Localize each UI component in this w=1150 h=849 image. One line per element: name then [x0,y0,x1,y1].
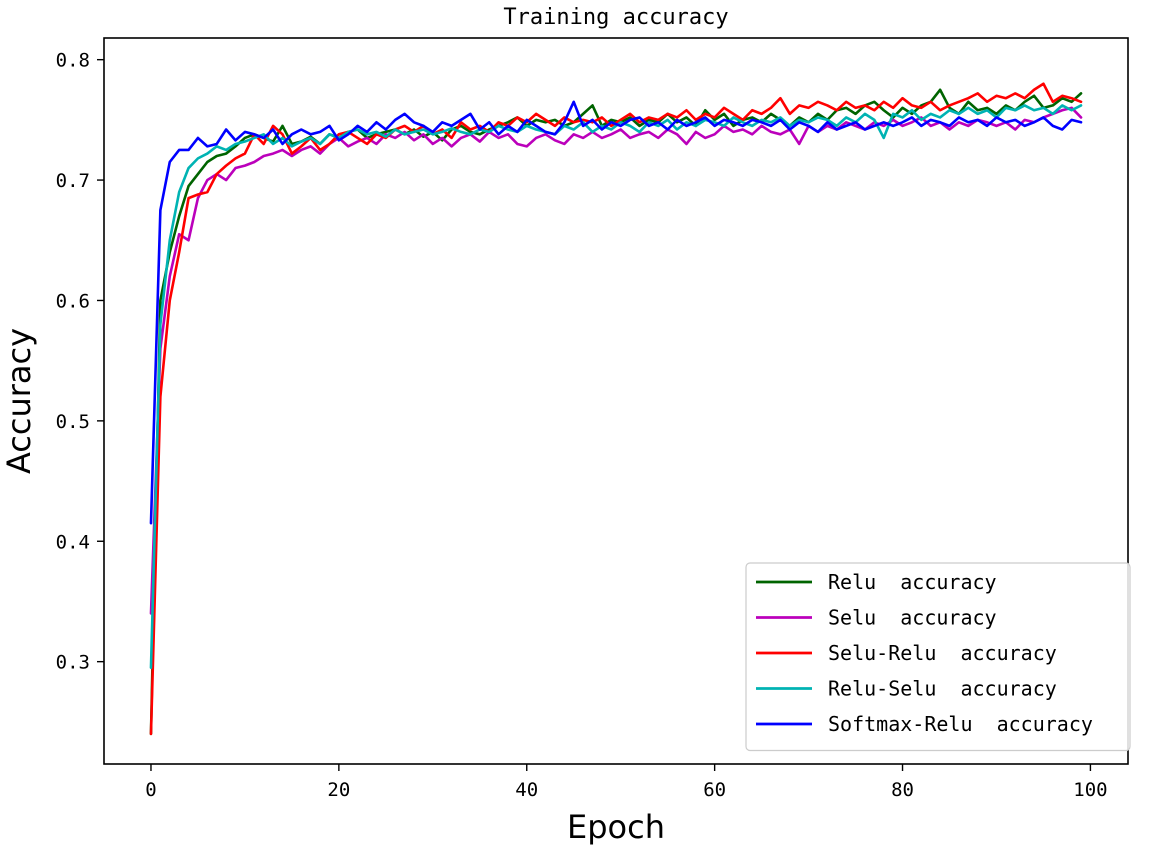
legend-entry: Selu-Relu accuracy [828,641,1057,665]
legend-entry: Relu accuracy [828,570,997,594]
x-tick-label: 60 [703,779,726,801]
plot-area [149,82,1083,736]
series-lines [149,82,1083,736]
x-tick-label: 0 [145,779,156,801]
y-tick-label: 0.7 [56,170,90,192]
legend-entry: Selu accuracy [828,606,997,630]
x-tick-label: 80 [891,779,914,801]
series-line-5 [149,100,1083,525]
y-axis-label: Accuracy [0,328,38,474]
plot-frame [103,37,1129,765]
y-tick-label: 0.4 [56,531,90,553]
x-tick-label: 20 [327,779,350,801]
x-tick-label: 100 [1073,779,1107,801]
series-line-4 [149,104,1083,669]
legend-box [745,562,1131,752]
y-tick-label: 0.5 [56,411,90,433]
y-tick-label: 0.8 [56,50,90,72]
legend-entry: Softmax-Relu accuracy [828,712,1093,736]
x-axis: 0 20 40 60 80 100 [145,764,1108,801]
chart-title: Training accuracy [503,5,728,30]
y-axis: 0.3 0.4 0.5 0.6 0.7 0.8 [56,50,104,674]
legend: Relu accuracy Selu accuracy Selu-Relu accu… [745,562,1131,752]
y-tick-label: 0.6 [56,290,90,312]
legend-entry: Relu-Selu accuracy [828,677,1057,701]
y-tick-label: 0.3 [56,652,90,674]
x-axis-label: Epoch [567,808,665,846]
x-tick-label: 40 [515,779,538,801]
